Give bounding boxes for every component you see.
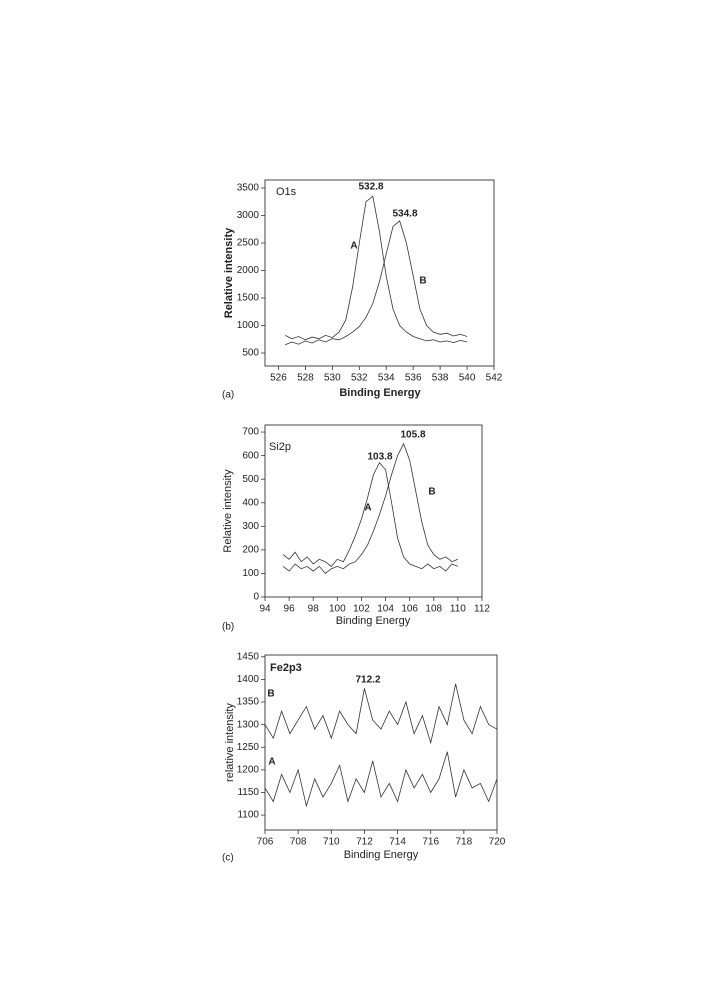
spectrum-title: Fe2p3	[270, 662, 302, 674]
spectrum-title: O1s	[276, 186, 297, 198]
x-tick-label: 96	[284, 604, 296, 615]
series-label: B	[267, 689, 274, 700]
series-label: A	[350, 241, 357, 252]
y-tick-label: 700	[242, 427, 259, 438]
x-tick-label: 528	[297, 373, 314, 384]
y-tick-label: 2500	[237, 238, 260, 249]
series-label: B	[428, 487, 435, 498]
x-tick-label: 708	[290, 837, 307, 848]
y-axis-label: Relative intensity	[223, 227, 235, 318]
x-axis-label: Binding Energy	[336, 615, 411, 627]
x-tick-label: 98	[308, 604, 320, 615]
x-tick-label: 100	[329, 604, 346, 615]
y-tick-label: 2000	[237, 265, 260, 276]
y-tick-label: 300	[242, 521, 259, 532]
plot-frame	[264, 179, 495, 367]
y-axis-label: relative intensity	[224, 703, 236, 782]
x-tick-label: 536	[405, 373, 422, 384]
y-tick-label: 1250	[237, 742, 260, 753]
series-label: A	[268, 757, 275, 768]
y-tick-label: 1200	[237, 764, 260, 775]
x-tick-label: 542	[486, 373, 503, 384]
y-tick-label: 600	[242, 450, 259, 461]
y-tick-label: 1150	[237, 787, 259, 798]
spectrum-line	[285, 220, 468, 346]
peak-label: 532.8	[358, 182, 383, 193]
y-tick-label: 3000	[237, 210, 260, 221]
y-axis-label: Relative intensity	[222, 469, 234, 553]
y-tick-label: 1450	[237, 651, 260, 662]
x-tick-label: 530	[324, 373, 341, 384]
x-tick-label: 540	[459, 373, 476, 384]
y-tick-label: 1300	[237, 719, 260, 730]
x-tick-label: 532	[351, 373, 368, 384]
x-tick-label: 106	[401, 604, 418, 615]
plot-frame	[264, 424, 483, 598]
y-tick-label: 1500	[237, 293, 260, 304]
peak-label: 103.8	[367, 452, 392, 463]
spectrum-line	[282, 461, 459, 572]
x-tick-label: 716	[422, 837, 439, 848]
spectrum-line	[282, 442, 459, 574]
y-tick-label: 1100	[237, 810, 259, 821]
y-tick-label: 500	[242, 348, 259, 359]
panel-label: (b)	[222, 622, 234, 633]
y-tick-label: 1000	[237, 320, 260, 331]
y-tick-label: 500	[242, 474, 259, 485]
series-label: B	[419, 276, 426, 287]
y-tick-label: 3500	[237, 183, 260, 194]
x-tick-label: 538	[432, 373, 449, 384]
y-tick-label: 200	[242, 545, 259, 556]
x-axis-label: Binding Energy	[344, 849, 419, 861]
y-tick-label: 400	[242, 497, 259, 508]
x-tick-label: 110	[450, 604, 466, 615]
spectrum-line	[264, 751, 498, 808]
x-axis-label: Binding Energy	[339, 387, 421, 399]
spectrum-line	[264, 683, 498, 745]
series-label: A	[364, 503, 371, 514]
y-tick-label: 1400	[237, 674, 260, 685]
plot-frame	[264, 654, 498, 831]
y-tick-label: 0	[253, 592, 259, 603]
y-tick-label: 100	[242, 568, 259, 579]
x-tick-label: 712	[356, 837, 373, 848]
panel-label: (c)	[222, 853, 234, 864]
peak-label: 105.8	[400, 430, 425, 441]
x-tick-label: 102	[353, 604, 370, 615]
x-tick-label: 718	[456, 837, 473, 848]
x-tick-label: 714	[389, 837, 406, 848]
panel-label: (a)	[222, 390, 234, 401]
x-tick-label: 112	[474, 604, 490, 615]
x-tick-label: 710	[323, 837, 340, 848]
peak-label: 712.2	[355, 675, 380, 686]
x-tick-label: 104	[377, 604, 394, 615]
x-tick-label: 526	[270, 373, 287, 384]
x-tick-label: 720	[489, 837, 506, 848]
x-tick-label: 108	[425, 604, 442, 615]
y-tick-label: 1350	[237, 697, 260, 708]
x-tick-label: 706	[257, 837, 274, 848]
peak-label: 534.8	[392, 209, 417, 220]
spectrum-title: Si2p	[269, 441, 291, 453]
x-tick-label: 534	[378, 373, 395, 384]
x-tick-label: 94	[259, 604, 271, 615]
spectrum-line	[285, 195, 468, 344]
